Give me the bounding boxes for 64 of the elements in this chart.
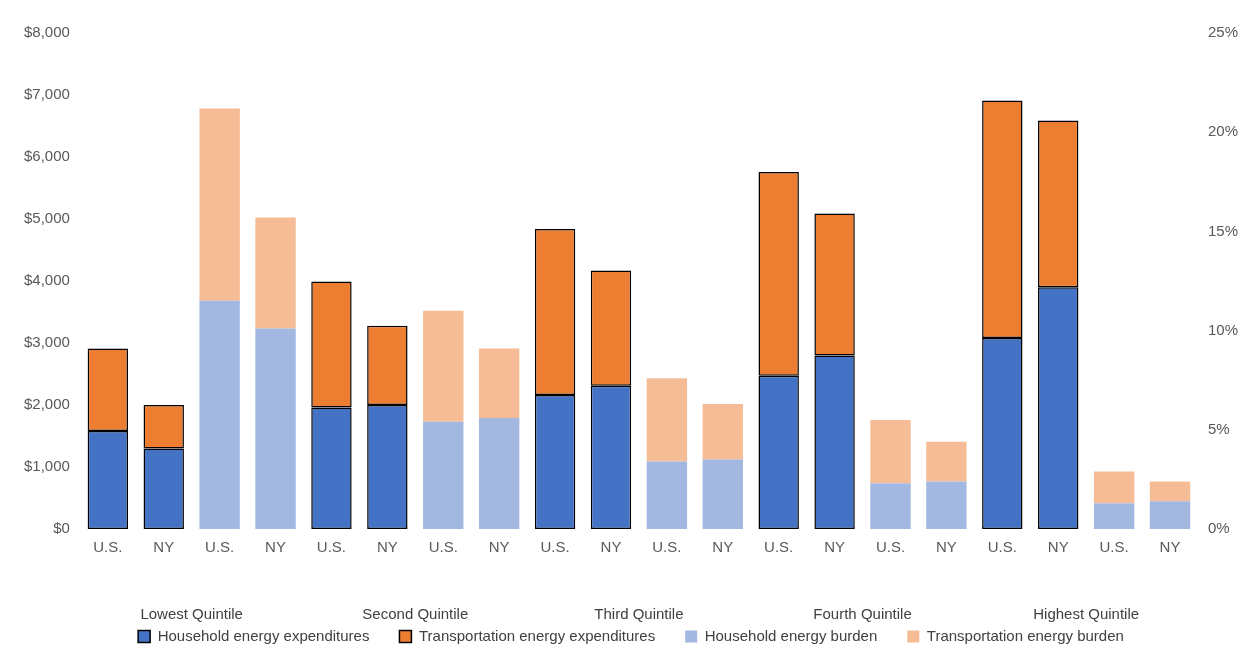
x-tick-label: NY: [153, 538, 175, 556]
text: Second Quintile: [362, 604, 469, 622]
bar: [870, 419, 911, 484]
x-tick-label: U.S.: [875, 538, 906, 556]
bar: [478, 348, 520, 418]
bar: [255, 328, 296, 529]
text: Third Quintile: [594, 604, 684, 622]
y2-tick-label: 10%: [1207, 320, 1239, 338]
legend-label: Transportation energy expenditures: [418, 626, 656, 644]
text: Lowest Quintile: [140, 604, 243, 622]
y-tick-label: $8,000: [23, 23, 70, 41]
y2-tick-label: 25%: [1207, 23, 1239, 41]
bar: [199, 108, 240, 301]
bar: [870, 483, 911, 529]
x-tick-label: NY: [265, 538, 286, 556]
y-tick-label: $3,000: [23, 333, 70, 351]
x-tick-label: NY: [935, 538, 957, 556]
bar: [423, 310, 464, 422]
x-tick-label: NY: [824, 538, 846, 556]
bar: [1093, 503, 1135, 529]
y2-tick-label: 20%: [1207, 122, 1239, 140]
x-tick-label: U.S.: [93, 538, 123, 556]
y-tick-label: $5,000: [23, 209, 70, 227]
y2-tick-label: 5%: [1207, 419, 1230, 437]
x-tick-label: U.S.: [428, 538, 458, 556]
x-tick-label: NY: [600, 538, 622, 556]
y-tick-label: $6,000: [23, 147, 70, 165]
y-tick-label: $0: [53, 519, 70, 537]
x-tick-label: U.S.: [316, 538, 347, 556]
bar: [646, 378, 688, 462]
bar: [1149, 481, 1191, 502]
bar: [702, 404, 743, 460]
bar: [255, 217, 296, 329]
x-tick-label: NY: [488, 538, 510, 556]
x-tick-label: NY: [712, 538, 734, 556]
y-tick-label: $4,000: [23, 271, 70, 289]
x-tick-label: NY: [1047, 538, 1069, 556]
y-tick-label: $2,000: [23, 395, 70, 413]
bar: [1149, 501, 1191, 529]
text: Highest Quintile: [1033, 604, 1140, 622]
x-tick-label: U.S.: [205, 538, 235, 556]
x-tick-label: U.S.: [1099, 538, 1129, 556]
bar: [926, 441, 967, 482]
bar: [926, 481, 967, 529]
x-tick-label: U.S.: [540, 538, 570, 556]
text: Fourth Quintile: [813, 604, 912, 622]
bar: [702, 459, 743, 529]
y2-tick-label: 0%: [1207, 519, 1230, 537]
legend-label: Household energy burden: [704, 626, 878, 644]
x-tick-label: U.S.: [764, 538, 794, 556]
bar: [1093, 471, 1135, 504]
legend-label: Household energy expenditures: [157, 626, 370, 644]
bar: [478, 417, 520, 529]
legend-label: Transportation energy burden: [926, 626, 1124, 644]
bar: [646, 461, 688, 529]
bar: [199, 300, 240, 529]
bar: [423, 421, 464, 529]
x-tick-label: U.S.: [652, 538, 682, 556]
x-tick-label: NY: [1159, 538, 1181, 556]
y2-tick-label: 15%: [1207, 221, 1239, 239]
y-tick-label: $7,000: [23, 85, 70, 103]
x-tick-label: NY: [376, 538, 398, 556]
x-tick-label: U.S.: [987, 538, 1017, 556]
y-tick-label: $1,000: [23, 457, 70, 475]
